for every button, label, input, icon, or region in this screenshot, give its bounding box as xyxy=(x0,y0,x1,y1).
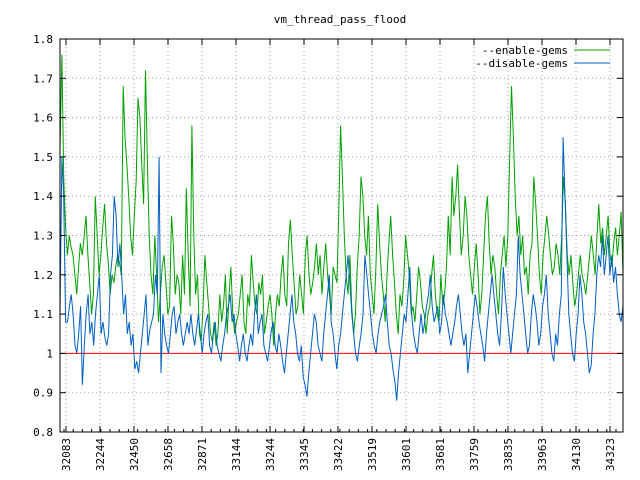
y-tick-label: 0.8 xyxy=(33,426,53,439)
x-tick-label: 33835 xyxy=(502,438,515,471)
grid xyxy=(60,39,623,432)
x-tick-label: 33519 xyxy=(366,438,379,471)
x-tick-label: 33601 xyxy=(400,438,413,471)
y-tick-label: 1.6 xyxy=(33,112,53,125)
x-tick-label: 33345 xyxy=(298,438,311,471)
x-tick-label: 33144 xyxy=(230,438,243,471)
chart-title: vm_thread_pass_flood xyxy=(274,13,406,26)
y-tick-label: 1 xyxy=(46,347,53,360)
x-tick-label: 33244 xyxy=(264,438,277,471)
x-tick-label: 32450 xyxy=(128,438,141,471)
y-tick-label: 1.3 xyxy=(33,230,53,243)
x-tick-label: 34323 xyxy=(604,438,617,471)
x-tick-label: 33963 xyxy=(536,438,549,471)
x-tick-label: 34130 xyxy=(570,438,583,471)
x-tick-label: 32658 xyxy=(162,438,175,471)
y-tick-label: 1.2 xyxy=(33,269,53,282)
y-tick-label: 0.9 xyxy=(33,387,53,400)
y-tick-label: 1.7 xyxy=(33,72,53,85)
y-tick-label: 1.4 xyxy=(33,190,53,203)
x-tick-label: 32083 xyxy=(60,438,73,471)
x-axis: 32083 32244 32450 32658 32871 33144 33244 33345… xyxy=(60,39,617,471)
legend-label-1: --disable-gems xyxy=(475,57,568,70)
x-tick-label: 32871 xyxy=(196,438,209,471)
y-axis: 0.8 0.9 1 1.1 1.2 1.3 1.4 1.5 1.6 1.7 1.8 xyxy=(33,33,623,439)
legend-label-0: --enable-gems xyxy=(482,44,568,57)
y-tick-label: 1.5 xyxy=(33,151,53,164)
series-line-0 xyxy=(59,54,624,346)
x-tick-label: 33681 xyxy=(434,438,447,471)
series-line-1 xyxy=(59,137,624,401)
y-tick-label: 1.1 xyxy=(33,308,53,321)
x-tick-label: 33759 xyxy=(468,438,481,471)
x-tick-label: 32244 xyxy=(94,438,107,471)
series-layer xyxy=(59,54,624,401)
y-tick-label: 1.8 xyxy=(33,33,53,46)
legend: --enable-gems--disable-gems xyxy=(475,44,610,70)
x-tick-label: 33422 xyxy=(332,438,345,471)
